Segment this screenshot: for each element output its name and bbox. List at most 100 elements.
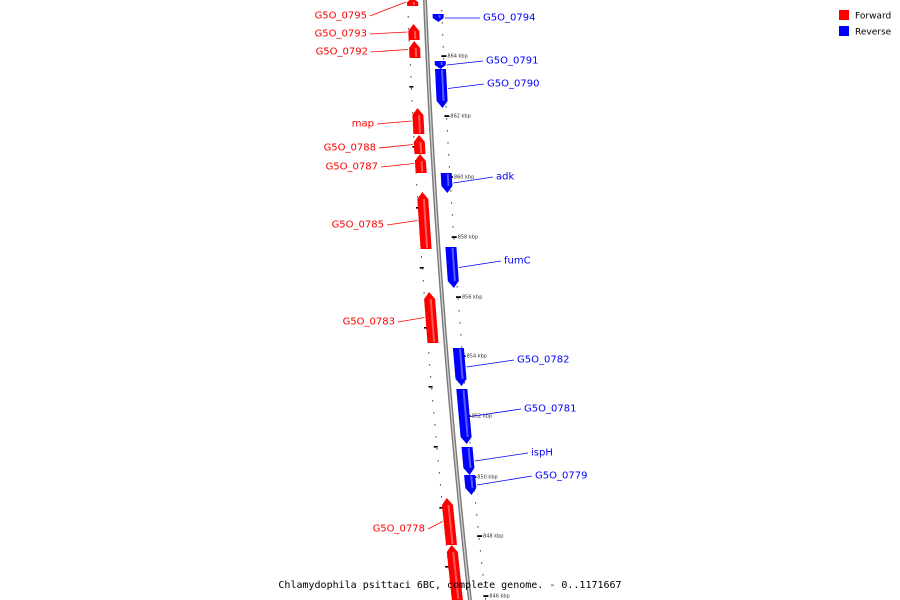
gene-leader-line (378, 144, 414, 149)
ruler-tick: 848 kbp (477, 534, 503, 540)
gene-leader-line (458, 260, 502, 268)
gene-arrow (417, 192, 432, 249)
ruler-tick: 864 kbp (441, 54, 468, 60)
gene-shade (418, 114, 421, 134)
gene-leader-line (369, 31, 408, 35)
gene-shade (447, 504, 454, 545)
gene-shade (452, 551, 460, 600)
gene-shade (467, 447, 472, 469)
genome-caption: Chlamydophila psittaci 6BC, complete gen… (278, 580, 621, 591)
ruler-tick-label: 846 kbp (489, 594, 509, 600)
gene-g5o_0782: G5O_0782 (452, 348, 569, 386)
gene-arrow (409, 41, 421, 58)
gene-shade (459, 348, 464, 380)
gene-arrow (407, 0, 419, 6)
gene-arrow (456, 389, 472, 444)
legend-item-forward: Forward (839, 10, 891, 22)
gene-arrow (413, 135, 426, 154)
gene-shade (414, 47, 418, 58)
gene-shade (419, 141, 423, 154)
gene-shade (451, 247, 456, 282)
gene-arrow (440, 173, 453, 193)
gene-label: G5O_0788 (324, 143, 376, 154)
gene-arrow (442, 498, 457, 545)
gene-leader-line (466, 359, 515, 368)
ruler-tick-label: 864 kbp (447, 54, 467, 60)
gene-g5o_0788: G5O_0788 (324, 135, 426, 154)
gene-unlabeled (446, 545, 463, 600)
ruler-ticks: 864 kbp 862 kbp 860 kbp 858 kbp 856 kbp 854 k… (409, 54, 510, 600)
gene-arrow (408, 24, 420, 40)
ruler-tick: 858 kbp (451, 235, 478, 241)
ruler-tick-label: 856 kbp (462, 295, 482, 301)
ruler-tick: 846 kbp (483, 594, 510, 600)
gene-leader-line (380, 163, 415, 168)
gene-shade (429, 298, 436, 343)
gene-g5o_0783: G5O_0783 (343, 292, 439, 343)
gene-label: G5O_0779 (535, 471, 587, 482)
gene-g5o_0791: G5O_0791 (434, 56, 538, 69)
ruler-tick: 856 kbp (456, 295, 482, 301)
gene-label: ispH (531, 448, 553, 459)
gene-label: map (352, 119, 374, 130)
gene-arrow (414, 154, 427, 173)
gene-g5o_0781: G5O_0781 (456, 389, 576, 444)
gene-label: G5O_0793 (315, 29, 367, 40)
gene-g5o_0792: G5O_0792 (316, 41, 421, 58)
legend-swatch-forward (839, 10, 849, 20)
gene-label: G5O_0782 (517, 355, 569, 366)
gene-features: G5O_0795 G5O_0794 G5O_0793 G5O_0792 G5O_0791… (315, 0, 587, 600)
legend-swatch-reverse (839, 26, 849, 36)
gene-g5o_0785: G5O_0785 (332, 192, 432, 249)
gene-leader-line (369, 1, 407, 17)
gene-g5o_0779: G5O_0779 (464, 471, 587, 495)
gene-label: fumC (504, 256, 531, 267)
gene-fumc: fumC (445, 247, 531, 288)
legend-label-reverse: Reverse (855, 28, 892, 38)
ruler-tick-label: 854 kbp (467, 354, 487, 360)
gene-label: G5O_0794 (483, 13, 535, 24)
gene-arrow (452, 348, 467, 386)
ruler-tick-label: 850 kbp (477, 475, 497, 481)
gene-g5o_0793: G5O_0793 (315, 24, 420, 40)
gene-shade (441, 69, 445, 102)
gene-isph: ispH (461, 447, 553, 475)
gene-leader-line (427, 521, 443, 530)
ruler-tick-label: 858 kbp (458, 235, 478, 241)
gene-label: G5O_0781 (524, 404, 576, 415)
gene-shade (446, 173, 450, 187)
genome-axis (422, 0, 472, 600)
ruler-tick: 862 kbp (444, 114, 471, 120)
ruler-tick-label: 848 kbp (483, 534, 503, 540)
legend-label-forward: Forward (855, 12, 891, 22)
gene-label: G5O_0790 (487, 79, 539, 90)
gene-arrow (434, 61, 446, 69)
gene-shade (422, 198, 429, 249)
gene-arrow (435, 69, 448, 108)
gene-label: G5O_0787 (326, 162, 378, 173)
gene-arrow (412, 108, 425, 134)
ruler-tick-label: 860 kbp (454, 175, 474, 181)
gene-leader-line (446, 60, 484, 66)
gene-arrow (424, 292, 439, 343)
gene-g5o_0794: G5O_0794 (432, 13, 535, 24)
gene-adk: adk (440, 172, 514, 193)
gene-g5o_0778: G5O_0778 (373, 498, 457, 545)
gene-shade (462, 389, 469, 438)
legend: Forward Reverse (839, 10, 892, 38)
gene-label: G5O_0795 (315, 11, 367, 22)
gene-g5o_0795: G5O_0795 (315, 0, 419, 22)
gene-arrow (464, 475, 477, 495)
ruler-tick-label: 852 kbp (472, 414, 492, 420)
gene-label: G5O_0792 (316, 47, 368, 58)
gene-arrow (445, 247, 459, 288)
gene-arrow (432, 14, 444, 22)
gene-shade (470, 475, 474, 489)
gene-leader-line (453, 176, 494, 184)
gene-label: G5O_0783 (343, 317, 395, 328)
gene-leader-line (447, 83, 485, 89)
gene-arrow (461, 447, 475, 475)
gene-label: G5O_0778 (373, 524, 425, 535)
gene-leader-line (370, 49, 409, 53)
